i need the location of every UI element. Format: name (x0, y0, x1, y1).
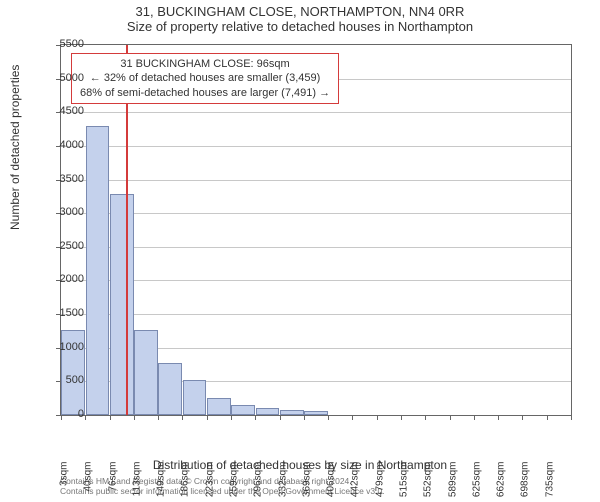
ytick-label: 4500 (44, 105, 84, 117)
xtick-mark (377, 415, 378, 420)
xtick-label: 625sqm (471, 462, 482, 502)
histogram-bar (304, 411, 328, 415)
title-line-1: 31, BUCKINGHAM CLOSE, NORTHAMPTON, NN4 0… (0, 4, 600, 19)
title-line-2: Size of property relative to detached ho… (0, 19, 600, 34)
xtick-mark (158, 415, 159, 420)
gridline (61, 314, 571, 315)
xtick-mark (425, 415, 426, 420)
ytick-label: 2500 (44, 240, 84, 252)
xtick-label: 296sqm (253, 462, 264, 502)
xtick-mark (522, 415, 523, 420)
xtick-label: 369sqm (301, 462, 312, 502)
gridline (61, 213, 571, 214)
gridline (61, 247, 571, 248)
xtick-mark (450, 415, 451, 420)
xtick-label: 552sqm (423, 462, 434, 502)
xtick-label: 149sqm (156, 462, 167, 502)
xtick-label: 40sqm (83, 462, 94, 502)
xtick-mark (328, 415, 329, 420)
gridline (61, 112, 571, 113)
info-box: 31 BUCKINGHAM CLOSE: 96sqm ← 32% of deta… (71, 53, 339, 104)
ytick-label: 2000 (44, 273, 84, 285)
title-block: 31, BUCKINGHAM CLOSE, NORTHAMPTON, NN4 0… (0, 0, 600, 34)
histogram-bar (110, 194, 134, 415)
ytick-label: 4000 (44, 139, 84, 151)
histogram-bar (231, 405, 255, 415)
histogram-bar (183, 380, 207, 415)
xtick-label: 223sqm (204, 462, 215, 502)
xtick-label: 113sqm (131, 462, 142, 502)
xtick-mark (207, 415, 208, 420)
xtick-mark (352, 415, 353, 420)
plot-area: 31 BUCKINGHAM CLOSE: 96sqm ← 32% of deta… (60, 44, 572, 416)
info-line-3: 68% of semi-detached houses are larger (… (80, 86, 330, 100)
xtick-mark (304, 415, 305, 420)
histogram-bar (134, 330, 158, 415)
ytick-label: 5000 (44, 72, 84, 84)
xtick-mark (182, 415, 183, 420)
gridline (61, 180, 571, 181)
xtick-label: 406sqm (326, 462, 337, 502)
gridline (61, 280, 571, 281)
xtick-mark (110, 415, 111, 420)
y-axis-label: Number of detached properties (8, 65, 22, 230)
xtick-mark (498, 415, 499, 420)
info-line-1: 31 BUCKINGHAM CLOSE: 96sqm (80, 57, 330, 71)
xtick-mark (474, 415, 475, 420)
xtick-label: 76sqm (107, 462, 118, 502)
xtick-label: 259sqm (229, 462, 240, 502)
histogram-bar (86, 126, 110, 415)
xtick-label: 515sqm (399, 462, 410, 502)
ytick-label: 3500 (44, 173, 84, 185)
xtick-label: 186sqm (180, 462, 191, 502)
histogram-bar (207, 398, 231, 415)
xtick-label: 3sqm (59, 462, 70, 502)
xtick-label: 442sqm (350, 462, 361, 502)
ytick-label: 1000 (44, 341, 84, 353)
info-line-2: ← 32% of detached houses are smaller (3,… (80, 71, 330, 85)
xtick-label: 735sqm (544, 462, 555, 502)
xtick-mark (401, 415, 402, 420)
xtick-mark (255, 415, 256, 420)
histogram-bar (256, 408, 280, 415)
ytick-label: 3000 (44, 206, 84, 218)
histogram-bar (280, 410, 304, 415)
ytick-label: 5500 (44, 38, 84, 50)
xtick-label: 479sqm (374, 462, 385, 502)
xtick-mark (134, 415, 135, 420)
ytick-label: 0 (44, 408, 84, 420)
ytick-label: 500 (44, 374, 84, 386)
xtick-mark (571, 415, 572, 420)
xtick-label: 698sqm (520, 462, 531, 502)
xtick-label: 332sqm (277, 462, 288, 502)
ytick-label: 1500 (44, 307, 84, 319)
xtick-mark (231, 415, 232, 420)
gridline (61, 146, 571, 147)
xtick-mark (85, 415, 86, 420)
xtick-label: 662sqm (496, 462, 507, 502)
chart-container: 31, BUCKINGHAM CLOSE, NORTHAMPTON, NN4 0… (0, 0, 600, 500)
xtick-mark (280, 415, 281, 420)
xtick-label: 589sqm (447, 462, 458, 502)
histogram-bar (158, 363, 182, 415)
xtick-mark (547, 415, 548, 420)
